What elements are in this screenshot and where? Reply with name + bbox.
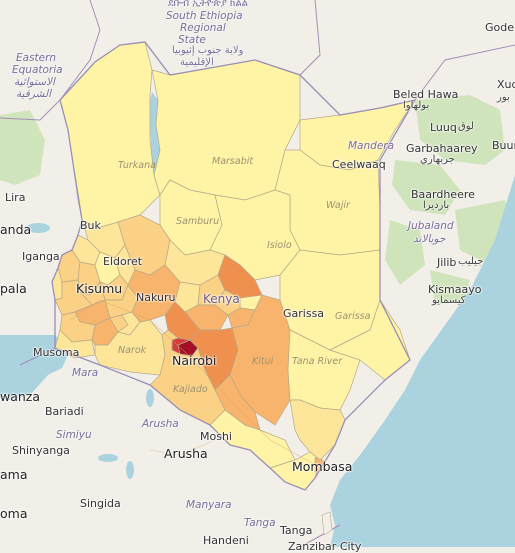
- label-ama: ama: [0, 467, 28, 482]
- label-south-ethiopia-ar-1: ولاية جنوب إثيوبيا: [172, 45, 244, 56]
- label-oma: oma: [0, 506, 28, 521]
- label-luuq: Luuq: [430, 121, 457, 134]
- label-isiolo: Isiolo: [267, 240, 292, 251]
- label-tanga-city: Tanga: [280, 524, 313, 537]
- label-garissa-county: Garissa: [335, 311, 371, 322]
- label-wajir: Wajir: [326, 200, 350, 211]
- label-mandera: Mandera: [348, 140, 395, 152]
- label-nakuru: Nakuru: [136, 291, 176, 304]
- label-tanga-region: Tanga: [244, 517, 276, 529]
- label-iganga: Iganga: [22, 250, 60, 263]
- label-xud-ar: بور: [497, 92, 510, 103]
- label-arusha-region: Arusha: [142, 418, 179, 430]
- label-manyara: Manyara: [186, 499, 232, 511]
- label-turkana: Turkana: [118, 160, 156, 171]
- label-gode: Gode: [485, 21, 515, 34]
- label-anda: anda: [0, 222, 32, 237]
- label-jilib: Jilib: [437, 256, 457, 269]
- label-lira: Lira: [5, 191, 26, 204]
- lake-kyoga: [26, 223, 50, 233]
- label-kismaayo-ar: كيسمايو: [432, 295, 466, 306]
- label-narok: Narok: [118, 345, 147, 356]
- label-wanza: wanza: [0, 389, 41, 404]
- label-kisumu: Kisumu: [76, 281, 123, 296]
- tanzania-border: [19, 347, 56, 366]
- label-samburu: Samburu: [176, 216, 220, 227]
- lake-victoria: [0, 335, 70, 400]
- label-eldoret: Eldoret: [103, 255, 143, 268]
- label-beled-hawa: Beled Hawa: [393, 88, 459, 101]
- label-eastern-equatoria-2: Equatoria: [12, 64, 63, 76]
- lake-eyasi: [98, 454, 118, 462]
- label-ceelwaaq: Ceelwaaq: [332, 158, 386, 171]
- label-mombasa: Mombasa: [292, 459, 353, 474]
- label-moshi: Moshi: [200, 430, 232, 443]
- label-nairobi: Nairobi: [172, 353, 217, 368]
- label-tana-river: Tana River: [292, 356, 343, 367]
- lake-manyara: [126, 461, 134, 479]
- vegetation-patches: [0, 95, 515, 305]
- label-baardheere-ar: بارديرا: [423, 200, 450, 211]
- label-eastern-equatoria-ar-1: الاستوائية: [14, 76, 55, 88]
- label-buk: Buk: [80, 219, 101, 232]
- label-marsabit: Marsabit: [212, 156, 254, 167]
- kenya-border: [51, 41, 417, 491]
- label-south-ethiopia-ar-2: الإقليمية: [180, 57, 214, 68]
- label-kitui: Kitui: [252, 356, 274, 367]
- label-garbahaarey-ar: جربهاري: [420, 154, 455, 165]
- label-luuq-ar: لوق: [458, 121, 474, 132]
- label-south-ethiopia-ethiopic: ደቡብ ኢትዮጵያ ክልል: [168, 0, 249, 9]
- label-arusha-city: Arusha: [164, 446, 208, 461]
- label-pala: pala: [0, 281, 27, 296]
- label-garbahaarey: Garbahaarey: [406, 142, 478, 155]
- label-jilib-ar: جيليب: [458, 256, 484, 267]
- label-kenya-country: Kenya: [203, 292, 240, 306]
- label-bariadi: Bariadi: [45, 405, 84, 418]
- label-jubaland: Jubaland: [408, 220, 454, 232]
- label-kajiado: Kajiado: [173, 384, 208, 395]
- county-kitui[interactable]: [229, 294, 291, 426]
- label-baardheere: Baardheere: [411, 188, 475, 201]
- label-musoma: Musoma: [33, 346, 80, 359]
- label-garissa-city: Garissa: [283, 307, 325, 320]
- label-eastern-equatoria-ar-2: الشرقية: [16, 88, 52, 100]
- label-south-ethiopia-3: State: [178, 34, 206, 46]
- label-singida: Singida: [80, 497, 121, 510]
- label-south-ethiopia-1: South Ethiopia: [166, 10, 243, 22]
- label-shinyanga: Shinyanga: [12, 444, 70, 457]
- lake-natron: [146, 389, 154, 407]
- label-beled-hawa-ar: بولهاوا: [403, 100, 430, 111]
- roads: [69, 299, 319, 467]
- label-eastern-equatoria-1: Eastern: [16, 52, 57, 64]
- label-simiyu: Simiyu: [56, 429, 92, 441]
- label-jubaland-ar: جوبالاند: [413, 233, 446, 245]
- pemba-island: [321, 511, 333, 536]
- label-kismaayo: Kismaayo: [428, 283, 482, 296]
- kenya-choropleth[interactable]: [51, 41, 416, 491]
- indian-ocean: [330, 175, 515, 547]
- label-handeni: Handeni: [203, 534, 249, 547]
- label-mara: Mara: [72, 367, 99, 379]
- label-buur: Buur: [492, 139, 515, 152]
- label-xud: Xud: [497, 78, 515, 91]
- label-south-ethiopia-2: Regional: [180, 22, 226, 34]
